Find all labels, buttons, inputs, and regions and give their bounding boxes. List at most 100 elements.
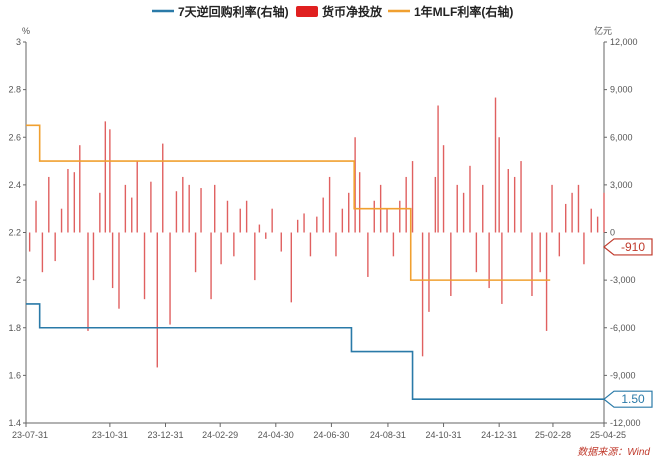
net-injection-bar xyxy=(303,213,305,233)
net-injection-bar xyxy=(545,232,548,331)
left-tick-label: 2.2 xyxy=(8,228,21,238)
net-injection-bar xyxy=(233,232,235,257)
net-injection-bar xyxy=(501,232,503,304)
right-tick-label: -9,000 xyxy=(610,370,636,380)
net-injection-bar xyxy=(386,208,388,233)
net-injection-bar xyxy=(596,216,599,233)
net-injection-bar xyxy=(428,232,430,312)
legend-swatch-1 xyxy=(296,6,318,17)
net-injection-bars xyxy=(28,97,605,368)
mlf-1y-line xyxy=(26,124,551,281)
net-injection-bar xyxy=(131,197,133,233)
callout-label: -910 xyxy=(621,240,645,254)
legend: 7天逆回购利率(右轴) 货币净投放 1年MLF利率(右轴) xyxy=(152,4,513,19)
net-injection-bar xyxy=(494,97,497,233)
reverse-repo-7d-line xyxy=(26,303,604,400)
net-injection-bar xyxy=(571,192,573,233)
net-injection-bar xyxy=(48,176,50,233)
net-injection-bar xyxy=(220,232,222,265)
net-injection-bar xyxy=(60,208,63,233)
net-injection-bar xyxy=(456,184,458,233)
net-injection-bar xyxy=(150,181,152,233)
net-injection-bar xyxy=(341,208,344,233)
left-tick-label: 2.4 xyxy=(8,180,21,190)
net-injection-bar xyxy=(194,232,197,273)
x-tick-label: 23-12-31 xyxy=(147,430,183,440)
net-injection-bar xyxy=(124,184,127,233)
net-injection-bar xyxy=(421,232,424,357)
net-injection-bar xyxy=(136,161,138,233)
net-injection-bar xyxy=(482,184,484,233)
net-injection-bar xyxy=(475,232,478,273)
right-tick-label: -6,000 xyxy=(610,323,636,333)
net-injection-bar xyxy=(309,232,312,257)
net-injection-bar xyxy=(67,169,69,233)
net-injection-bar xyxy=(143,232,146,300)
net-injection-bar xyxy=(92,232,95,281)
callout-box xyxy=(603,390,653,408)
net-injection-bar xyxy=(583,232,585,265)
right-tick-label: 3,000 xyxy=(610,180,633,190)
net-injection-bar xyxy=(265,232,267,239)
net-injection-bar xyxy=(469,165,471,233)
net-injection-bar xyxy=(488,232,490,289)
net-injection-bar xyxy=(118,232,120,309)
legend-label-2: 1年MLF利率(右轴) xyxy=(414,4,513,19)
net-injection-bar xyxy=(507,169,509,233)
callout-box xyxy=(603,238,653,256)
net-injection-bar xyxy=(210,232,212,300)
net-injection-bar xyxy=(322,197,324,233)
x-tick-label: 24-12-31 xyxy=(481,430,517,440)
net-injection-bar xyxy=(335,232,337,257)
net-injection-bar xyxy=(99,192,101,233)
net-injection-bar xyxy=(156,232,158,368)
x-tick-label: 24-02-29 xyxy=(202,430,238,440)
net-injection-bar xyxy=(434,176,437,233)
net-injection-bar xyxy=(169,232,171,325)
net-injection-bar xyxy=(258,224,261,233)
right-tick-label: 0 xyxy=(610,228,615,238)
x-tick-label: 25-02-28 xyxy=(535,430,571,440)
legend-label-0: 7天逆回购利率(右轴) xyxy=(178,4,289,19)
net-injection-bar xyxy=(373,200,375,233)
x-tick-label: 24-08-31 xyxy=(370,430,406,440)
net-injection-bar xyxy=(182,176,184,233)
net-injection-bar xyxy=(245,200,248,233)
net-injection-bar xyxy=(254,232,256,281)
left-tick-label: 2.8 xyxy=(8,85,21,95)
net-injection-bar xyxy=(539,232,541,273)
net-injection-bar xyxy=(405,176,407,233)
net-injection-bar xyxy=(367,232,369,277)
net-injection-bar xyxy=(214,184,216,233)
net-injection-bar xyxy=(411,161,414,233)
net-injection-bar xyxy=(392,232,395,257)
x-tick-label: 25-04-25 xyxy=(590,430,626,440)
net-injection-bar xyxy=(577,184,580,233)
left-tick-label: 1.6 xyxy=(8,370,21,380)
net-injection-bar xyxy=(239,208,241,233)
net-injection-bar xyxy=(603,192,605,233)
net-injection-bar xyxy=(316,216,318,233)
net-injection-bar xyxy=(87,232,89,331)
net-injection-bar xyxy=(442,145,445,233)
net-injection-bar xyxy=(54,232,56,262)
x-tick-label: 24-10-31 xyxy=(426,430,462,440)
net-injection-bar xyxy=(462,192,465,233)
net-injection-bar xyxy=(498,137,500,233)
net-injection-bar xyxy=(358,172,361,233)
net-injection-bar xyxy=(296,219,299,233)
net-injection-bar xyxy=(271,208,273,233)
net-injection-bar xyxy=(162,143,164,233)
left-tick-label: 1.8 xyxy=(8,323,21,333)
net-injection-bar xyxy=(280,232,282,252)
net-injection-bar xyxy=(348,192,350,233)
net-injection-bar xyxy=(35,200,37,233)
net-injection-bar xyxy=(79,145,81,233)
net-injection-bar xyxy=(520,161,522,233)
right-tick-label: -12,000 xyxy=(610,418,641,428)
net-injection-bar xyxy=(111,232,114,289)
right-tick-label: 12,000 xyxy=(610,37,638,47)
x-tick-label: 24-06-30 xyxy=(313,430,349,440)
net-injection-bar xyxy=(513,176,516,233)
callout-label: 1.50 xyxy=(621,392,645,406)
